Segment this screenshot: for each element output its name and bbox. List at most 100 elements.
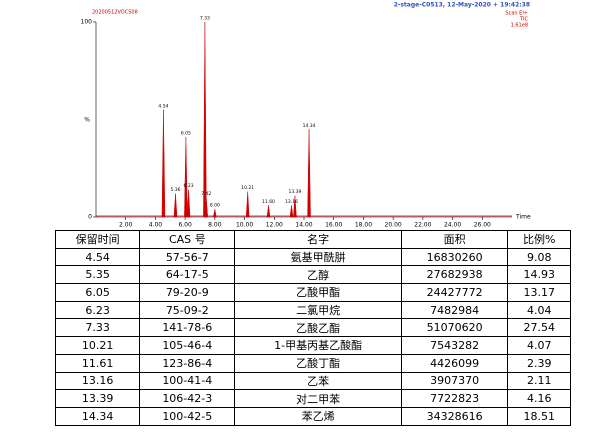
table-cell: 7722823 bbox=[400, 389, 509, 408]
x-tick-label: 14.00 bbox=[295, 222, 312, 229]
table-row: 10.21 105-46-4 1-甲基丙基乙酸酯 7543282 4.07 bbox=[54, 336, 571, 355]
peak-label: 11.60 bbox=[262, 199, 275, 205]
x-tick-label: 24.00 bbox=[444, 222, 461, 229]
peak bbox=[184, 137, 188, 218]
header-cell: 名字 bbox=[234, 230, 402, 249]
peak-label: 13.16 bbox=[285, 199, 298, 205]
table-cell: 7482984 bbox=[400, 300, 509, 320]
table-cell: 4.04 bbox=[507, 300, 571, 320]
table-row: 11.61 123-86-4 乙酸丁酯 4426099 2.39 bbox=[54, 353, 571, 373]
table-row: 13.16 100-41-4 乙苯 3907370 2.11 bbox=[54, 371, 571, 391]
table-cell: 9.08 bbox=[507, 247, 571, 267]
table-cell: 27682938 bbox=[400, 265, 509, 285]
x-tick-label: 12.00 bbox=[266, 222, 283, 229]
table-cell: 11.61 bbox=[54, 353, 141, 373]
x-tick-label: 20.00 bbox=[385, 222, 402, 229]
header-row: 保留时间 CAS 号名字 面积 比例% bbox=[54, 230, 571, 249]
peak bbox=[266, 205, 271, 218]
table-cell: 75-09-2 bbox=[139, 300, 236, 320]
table-cell: 79-20-9 bbox=[139, 283, 236, 302]
x-axis-label: Time bbox=[515, 214, 531, 221]
table-cell: 乙醇 bbox=[234, 265, 402, 285]
table-row: 5.35 64-17-5 乙醇 27682938 14.93 bbox=[54, 265, 571, 285]
table-cell: 100-41-4 bbox=[139, 371, 236, 391]
peak-label: 10.21 bbox=[241, 185, 254, 191]
table-cell: 14.34 bbox=[54, 406, 141, 426]
table-cell: 5.35 bbox=[54, 265, 141, 285]
peak bbox=[186, 189, 191, 218]
table-row: 4.54 57-56-7 氨基甲酰肼 16830260 9.08 bbox=[54, 247, 571, 267]
x-tick-label: 6.00 bbox=[178, 222, 192, 229]
table-cell: 14.93 bbox=[507, 265, 571, 285]
peak bbox=[173, 193, 178, 218]
header-cell: CAS 号 bbox=[139, 230, 236, 249]
x-tick-label: 22.00 bbox=[414, 222, 431, 229]
table-row: 14.34 100-42-5 苯乙烯 34328616 18.51 bbox=[54, 406, 571, 426]
table-cell: 3907370 bbox=[400, 371, 509, 391]
table-cell: 苯乙烯 bbox=[234, 406, 402, 426]
scan-mode: Scan EI+ bbox=[505, 11, 528, 17]
header-cell: 面积 bbox=[400, 230, 509, 249]
table-cell: 4.54 bbox=[54, 247, 141, 267]
header-cell: 保留时间 bbox=[54, 230, 141, 249]
x-tick-label: 10.00 bbox=[236, 222, 253, 229]
table-cell: 18.51 bbox=[507, 406, 571, 426]
trace: TIC bbox=[519, 17, 529, 23]
table-cell: 57-56-7 bbox=[139, 247, 236, 267]
table-cell: 141-78-6 bbox=[139, 318, 236, 338]
table-cell: 二氯甲烷 bbox=[234, 300, 402, 320]
table-cell: 乙酸甲酯 bbox=[234, 283, 402, 302]
file-name: 20200512VOCS08 bbox=[92, 10, 138, 16]
table-cell: 51070620 bbox=[400, 318, 509, 338]
y-axis-label: % bbox=[84, 117, 90, 124]
table-cell: 对二甲苯 bbox=[234, 389, 402, 408]
table-cell: 24427772 bbox=[400, 283, 509, 302]
peak bbox=[293, 195, 297, 218]
table-cell: 6.23 bbox=[54, 300, 141, 320]
table-cell: 123-86-4 bbox=[139, 353, 236, 373]
table-row: 6.23 75-09-2 二氯甲烷 7482984 4.04 bbox=[54, 300, 571, 320]
peak-label: 13.39 bbox=[288, 189, 301, 195]
table-cell: 34328616 bbox=[400, 406, 509, 426]
peak-label: 5.36 bbox=[170, 187, 180, 193]
table-cell: 16830260 bbox=[400, 247, 509, 267]
peak-label: 7.33 bbox=[200, 16, 210, 22]
peak-label: 6.05 bbox=[181, 131, 191, 137]
table-row: 7.33 141-78-6 乙酸乙酯 51070620 27.54 bbox=[54, 318, 571, 338]
table-cell: 105-46-4 bbox=[139, 336, 236, 355]
table-cell: 7.33 bbox=[54, 318, 141, 338]
table-cell: 4426099 bbox=[400, 353, 509, 373]
table-cell: 乙酸丁酯 bbox=[234, 353, 402, 373]
table-cell: 4.07 bbox=[507, 336, 571, 355]
table-cell: 乙苯 bbox=[234, 371, 402, 391]
table-cell: 13.16 bbox=[54, 371, 141, 391]
peak bbox=[289, 205, 294, 218]
table-cell: 2.39 bbox=[507, 353, 571, 373]
y-tick-label: 0 bbox=[88, 214, 92, 221]
table-cell: 乙酸乙酯 bbox=[234, 318, 402, 338]
peak-label: 7.42 bbox=[201, 191, 211, 197]
peak bbox=[203, 21, 207, 218]
table-cell: 1-甲基丙基乙酸酯 bbox=[234, 336, 402, 355]
table-cell: 13.17 bbox=[507, 283, 571, 302]
x-tick-label: 26.00 bbox=[474, 222, 491, 229]
x-tick-label: 4.00 bbox=[149, 222, 163, 229]
peak-label: 8.00 bbox=[210, 203, 220, 209]
x-tick-label: 2.00 bbox=[119, 222, 133, 229]
results-table: 保留时间 CAS 号名字 面积 比例% 4.54 57-56-7 氨基甲酰肼 16830260… bbox=[54, 230, 571, 426]
table-row: 13.39 106-42-3 对二甲苯 7722823 4.16 bbox=[54, 389, 571, 408]
table-cell: 7543282 bbox=[400, 336, 509, 355]
table-row: 6.05 79-20-9 乙酸甲酯 24427772 13.17 bbox=[54, 283, 571, 302]
table-cell: 4.16 bbox=[507, 389, 571, 408]
x-tick-label: 16.00 bbox=[325, 222, 342, 229]
header-cell: 比例% bbox=[507, 230, 571, 249]
table-cell: 6.05 bbox=[54, 283, 141, 302]
table-cell: 64-17-5 bbox=[139, 265, 236, 285]
peak-label: 6.23 bbox=[184, 183, 194, 189]
x-tick-label: 8.00 bbox=[208, 222, 222, 229]
y-tick-label: 100 bbox=[81, 19, 93, 26]
table-cell: 氨基甲酰肼 bbox=[234, 247, 402, 267]
x-tick-label: 18.00 bbox=[355, 222, 372, 229]
peak bbox=[245, 191, 250, 218]
intensity: 1.61e8 bbox=[511, 23, 528, 29]
